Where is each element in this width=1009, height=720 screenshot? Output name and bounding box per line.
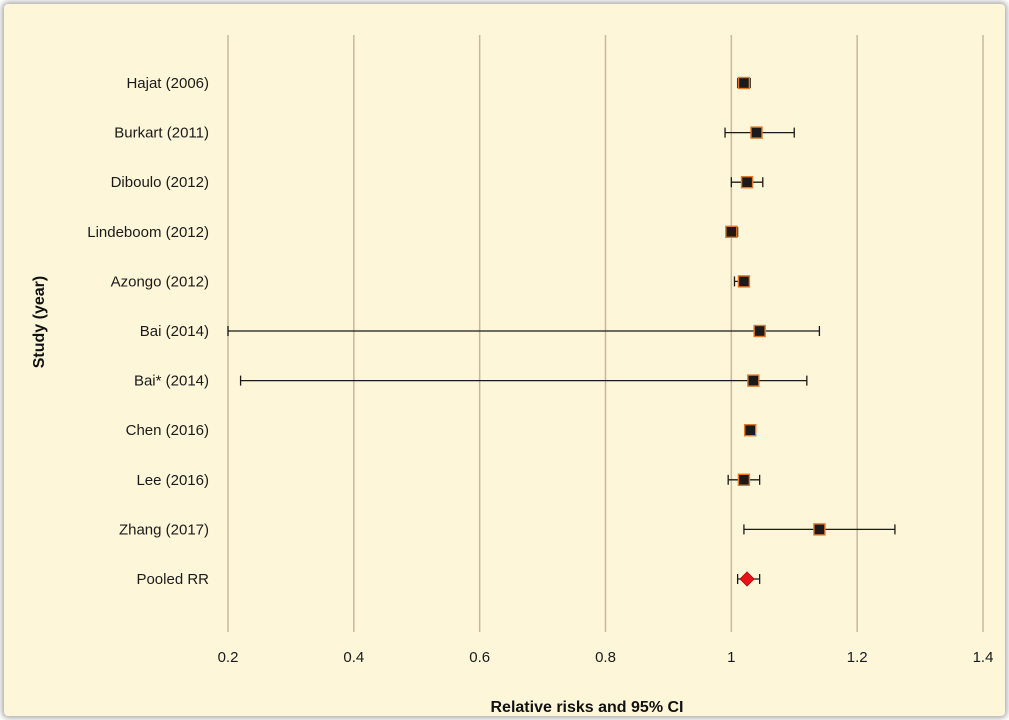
gridlines [227, 35, 984, 632]
confidence-intervals [227, 78, 896, 584]
chart-panel [4, 4, 1005, 716]
study-estimate-marker [744, 424, 757, 437]
pooled-estimate-marker [739, 571, 755, 587]
study-estimate-marker [753, 324, 766, 338]
study-label: Lee (2016) [136, 472, 209, 489]
study-label: Burkart (2011) [114, 125, 209, 142]
study-labels: Hajat (2006) Burkart (2011) Diboulo (2012)… [87, 75, 209, 588]
study-label: Pooled RR [136, 571, 209, 588]
study-label: Lindeboom (2012) [87, 224, 209, 241]
study-estimate-marker [725, 225, 738, 239]
study-label: Bai (2014) [140, 323, 209, 340]
study-estimate-marker [737, 76, 751, 90]
x-tick-label: 1.2 [847, 649, 868, 666]
study-label: Diboulo (2012) [111, 174, 209, 191]
study-label: Hajat (2006) [126, 75, 209, 92]
study-estimate-marker [750, 126, 763, 139]
x-tick-label: 1 [727, 649, 735, 666]
x-axis-title: Relative risks and 95% CI [491, 699, 684, 716]
study-estimate-marker [813, 523, 826, 536]
study-label: Azongo (2012) [111, 273, 209, 290]
study-estimate-marker [737, 473, 751, 486]
x-tick-labels: 0.2 0.4 0.6 0.8 1 1.2 1.4 [218, 649, 994, 666]
x-tick-label: 0.4 [343, 649, 364, 666]
y-axis-title: Study (year) [31, 276, 48, 368]
x-tick-label: 0.2 [218, 649, 239, 666]
study-label: Chen (2016) [126, 422, 209, 439]
estimate-markers [725, 76, 826, 587]
study-label: Bai* (2014) [134, 373, 209, 390]
study-label: Zhang (2017) [119, 521, 209, 538]
x-tick-label: 0.8 [595, 649, 616, 666]
study-estimate-marker [747, 374, 760, 387]
x-tick-label: 1.4 [973, 649, 994, 666]
study-estimate-marker [740, 175, 754, 189]
study-estimate-marker [737, 275, 751, 288]
x-tick-label: 0.6 [469, 649, 490, 666]
